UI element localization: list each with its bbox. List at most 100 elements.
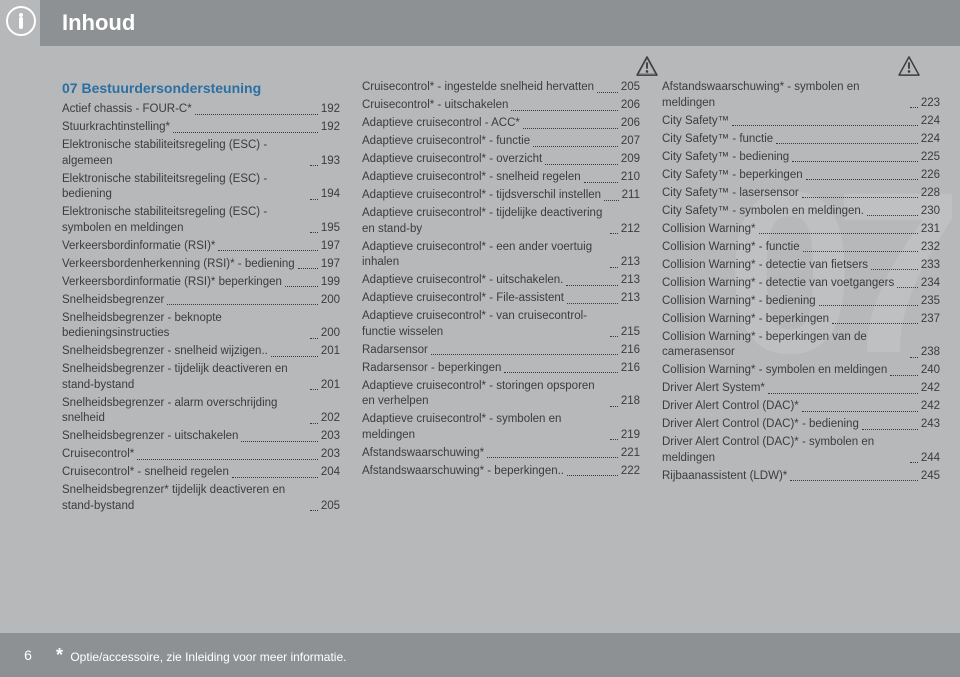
toc-entry[interactable]: Afstandswaarschuwing*221 — [362, 446, 640, 462]
toc-entry[interactable]: Adaptieve cruisecontrol* - van cruisecon… — [362, 309, 640, 340]
leader-dots — [819, 305, 918, 306]
toc-entry-page: 228 — [921, 186, 940, 202]
toc-entry[interactable]: Collision Warning* - detectie van voetga… — [662, 276, 940, 292]
toc-entry-page: 209 — [621, 152, 640, 168]
toc-entry-label: Driver Alert System* — [662, 381, 765, 397]
toc-entry[interactable]: Radarsensor - beperkingen216 — [362, 361, 640, 377]
leader-dots — [310, 232, 318, 233]
toc-entry[interactable]: Adaptieve cruisecontrol* - overzicht209 — [362, 152, 640, 168]
leader-dots — [867, 215, 918, 216]
toc-entry[interactable]: Snelheidsbegrenzer - snelheid wijzigen..… — [62, 344, 340, 360]
leader-dots — [533, 146, 618, 147]
toc-entry[interactable]: Verkeersbordenherkenning (RSI)* - bedien… — [62, 257, 340, 273]
leader-dots — [597, 92, 618, 93]
toc-entry[interactable]: Adaptieve cruisecontrol* - functie207 — [362, 134, 640, 150]
toc-entry[interactable]: Adaptieve cruisecontrol* - tijdsverschil… — [362, 188, 640, 204]
toc-entry[interactable]: Adaptieve cruisecontrol* - symbolen en m… — [362, 412, 640, 443]
toc-entry[interactable]: Elektronische stabiliteitsregeling (ESC)… — [62, 205, 340, 236]
toc-entry-page: 197 — [321, 239, 340, 255]
toc-entry[interactable]: Driver Alert Control (DAC)* - bediening2… — [662, 417, 940, 433]
toc-entry[interactable]: City Safety™ - beperkingen226 — [662, 168, 940, 184]
toc-entry-label: Snelheidsbegrenzer - uitschakelen — [62, 429, 238, 445]
toc-entry[interactable]: Cruisecontrol* - uitschakelen206 — [362, 98, 640, 114]
toc-entry[interactable]: Elektronische stabiliteitsregeling (ESC)… — [62, 138, 340, 169]
toc-entry[interactable]: Radarsensor216 — [362, 343, 640, 359]
toc-entry-label: Rijbaanassistent (LDW)* — [662, 469, 787, 485]
toc-entry[interactable]: Cruisecontrol* - snelheid regelen204 — [62, 465, 340, 481]
toc-entry[interactable]: Collision Warning*231 — [662, 222, 940, 238]
toc-entry[interactable]: Adaptieve cruisecontrol* - uitschakelen.… — [362, 273, 640, 289]
toc-entry-page: 234 — [921, 276, 940, 292]
toc-entry[interactable]: Collision Warning* - detectie van fietse… — [662, 258, 940, 274]
toc-entry-page: 231 — [921, 222, 940, 238]
toc-entry[interactable]: Stuurkrachtinstelling*192 — [62, 120, 340, 136]
toc-entry-page: 233 — [921, 258, 940, 274]
toc-entry[interactable]: Snelheidsbegrenzer - beknopte bedienings… — [62, 311, 340, 342]
page-header: Inhoud — [40, 0, 960, 46]
leader-dots — [310, 165, 318, 166]
toc-entry[interactable]: Afstandswaarschuwing* - beperkingen..222 — [362, 464, 640, 480]
toc-entry-label: Afstandswaarschuwing* — [362, 446, 484, 462]
toc-entry-label: Collision Warning* - detectie van voetga… — [662, 276, 894, 292]
toc-entry[interactable]: Collision Warning* - symbolen en melding… — [662, 363, 940, 379]
leader-dots — [504, 372, 617, 373]
toc-entry[interactable]: Afstandswaarschuwing* - symbolen en meld… — [662, 80, 940, 111]
toc-entry[interactable]: Snelheidsbegrenzer - tijdelijk deactiver… — [62, 362, 340, 393]
toc-entry[interactable]: Adaptieve cruisecontrol* - snelheid rege… — [362, 170, 640, 186]
toc-entry-label: Elektronische stabiliteitsregeling (ESC)… — [62, 172, 307, 203]
toc-entry-page: 200 — [321, 293, 340, 309]
leader-dots — [271, 356, 318, 357]
toc-entry[interactable]: Snelheidsbegrenzer200 — [62, 293, 340, 309]
toc-list: Actief chassis - FOUR-C*192 Stuurkrachtin… — [62, 102, 340, 514]
toc-entry-page: 240 — [921, 363, 940, 379]
toc-entry[interactable]: Collision Warning* - beperkingen237 — [662, 312, 940, 328]
toc-entry[interactable]: Rijbaanassistent (LDW)*245 — [662, 469, 940, 485]
toc-entry[interactable]: Collision Warning* - beperkingen van de … — [662, 330, 940, 361]
toc-entry[interactable]: Adaptieve cruisecontrol* - File-assisten… — [362, 291, 640, 307]
toc-entry[interactable]: Snelheidsbegrenzer* tijdelijk deactivere… — [62, 483, 340, 514]
toc-entry[interactable]: City Safety™ - symbolen en meldingen.230 — [662, 204, 940, 220]
toc-entry[interactable]: Adaptieve cruisecontrol - ACC*206 — [362, 116, 640, 132]
toc-entry[interactable]: Actief chassis - FOUR-C*192 — [62, 102, 340, 118]
toc-entry[interactable]: Cruisecontrol* - ingestelde snelheid her… — [362, 80, 640, 96]
leader-dots — [310, 338, 318, 339]
leader-dots — [511, 110, 617, 111]
toc-entry[interactable]: Driver Alert Control (DAC)* - symbolen e… — [662, 435, 940, 466]
toc-entry-page: 243 — [921, 417, 940, 433]
toc-entry[interactable]: Adaptieve cruisecontrol* - storingen ops… — [362, 379, 640, 410]
toc-entry-label: City Safety™ - bediening — [662, 150, 789, 166]
toc-entry[interactable]: City Safety™ - lasersensor228 — [662, 186, 940, 202]
asterisk-icon: * — [56, 645, 63, 665]
toc-entry-page: 205 — [621, 80, 640, 96]
toc-entry[interactable]: Adaptieve cruisecontrol* - tijdelijke de… — [362, 206, 640, 237]
toc-entry[interactable]: Elektronische stabiliteitsregeling (ESC)… — [62, 172, 340, 203]
toc-entry[interactable]: Driver Alert Control (DAC)*242 — [662, 399, 940, 415]
leader-dots — [232, 477, 318, 478]
toc-entry-label: Radarsensor - beperkingen — [362, 361, 501, 377]
toc-entry-label: Radarsensor — [362, 343, 428, 359]
leader-dots — [567, 475, 618, 476]
toc-entry-page: 194 — [321, 187, 340, 203]
leader-dots — [897, 287, 918, 288]
toc-entry[interactable]: City Safety™ - bediening225 — [662, 150, 940, 166]
toc-entry-label: Adaptieve cruisecontrol* - van cruisecon… — [362, 309, 607, 340]
toc-entry-page: 210 — [621, 170, 640, 186]
toc-entry[interactable]: Collision Warning* - functie232 — [662, 240, 940, 256]
toc-entry[interactable]: Snelheidsbegrenzer - uitschakelen203 — [62, 429, 340, 445]
toc-entry-page: 244 — [921, 451, 940, 467]
leader-dots — [610, 406, 618, 407]
leader-dots — [310, 510, 318, 511]
toc-entry[interactable]: City Safety™ - functie224 — [662, 132, 940, 148]
toc-entry[interactable]: Driver Alert System*242 — [662, 381, 940, 397]
toc-list: Afstandswaarschuwing* - symbolen en meld… — [662, 80, 940, 484]
toc-entry-page: 197 — [321, 257, 340, 273]
toc-entry[interactable]: City Safety™224 — [662, 114, 940, 130]
toc-entry[interactable]: Collision Warning* - bediening235 — [662, 294, 940, 310]
toc-entry[interactable]: Verkeersbordinformatie (RSI)*197 — [62, 239, 340, 255]
toc-entry-label: Adaptieve cruisecontrol* - storingen ops… — [362, 379, 607, 410]
toc-entry-label: Collision Warning* - beperkingen van de … — [662, 330, 907, 361]
toc-entry[interactable]: Verkeersbordinformatie (RSI)* beperkinge… — [62, 275, 340, 291]
toc-entry[interactable]: Adaptieve cruisecontrol* - een ander voe… — [362, 240, 640, 271]
toc-entry[interactable]: Cruisecontrol*203 — [62, 447, 340, 463]
toc-entry[interactable]: Snelheidsbegrenzer - alarm overschrijdin… — [62, 396, 340, 427]
